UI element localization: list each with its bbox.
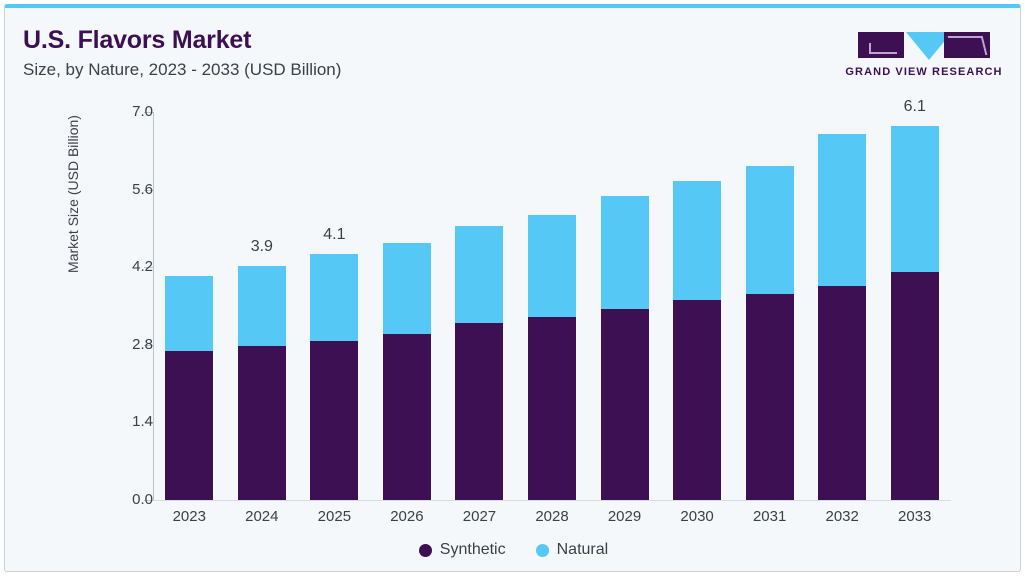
bar-segment-natural[interactable] — [237, 265, 286, 346]
x-tick-label: 2027 — [462, 508, 497, 525]
y-axis-line — [153, 112, 154, 500]
x-axis-line — [153, 500, 951, 501]
y-tick-label: 4.2 — [132, 258, 153, 276]
chart-header: U.S. Flavors Market Size, by Nature, 202… — [5, 8, 1020, 96]
y-tick-label: 2.8 — [132, 335, 153, 353]
gvr-logo-icon: GRAND VIEW RESEARCH — [844, 28, 1004, 84]
bar-segment-synthetic[interactable] — [237, 345, 286, 500]
bar-stack[interactable] — [673, 181, 722, 500]
page-subtitle: Size, by Nature, 2023 - 2033 (USD Billio… — [23, 60, 342, 79]
x-tick-label: 2030 — [680, 508, 714, 525]
bar-stack[interactable] — [745, 165, 794, 500]
y-tick-mark — [144, 344, 153, 346]
bar-stack[interactable] — [890, 126, 939, 500]
y-tick-mark — [144, 267, 153, 269]
bar-segment-natural[interactable] — [165, 275, 214, 351]
bar-stack[interactable] — [818, 134, 867, 500]
bar-stack[interactable] — [165, 275, 214, 500]
chart-card: U.S. Flavors Market Size, by Nature, 202… — [4, 4, 1021, 572]
chart-plot-area: Market Size (USD Billion) 0.0 1.4 2.8 4.2 5.… — [5, 8, 1020, 571]
logo-wordmark: GRAND VIEW RESEARCH — [845, 66, 1003, 78]
bar-segment-synthetic[interactable] — [890, 271, 939, 500]
bars-container: 3.9 4.1 6.1 — [153, 98, 951, 500]
legend-label: Synthetic — [439, 541, 506, 558]
bar-segment-synthetic[interactable] — [528, 316, 576, 500]
x-tick-label: 2026 — [390, 508, 424, 525]
bar-segment-natural[interactable] — [310, 254, 359, 341]
circle-marker-icon — [418, 543, 432, 557]
legend-item[interactable]: Synthetic — [418, 541, 506, 559]
logo-left-block-icon — [858, 32, 904, 58]
bar-stack[interactable] — [528, 214, 576, 500]
bar-stack[interactable] — [310, 254, 359, 500]
x-tick-label: 2023 — [172, 508, 206, 525]
x-tick-label: 2024 — [245, 508, 279, 525]
bar-segment-natural[interactable] — [455, 225, 504, 323]
x-tick-label: 2033 — [898, 508, 932, 525]
bar-value-label: 4.1 — [323, 226, 346, 244]
bar-segment-natural[interactable] — [673, 181, 722, 301]
bar-segment-synthetic[interactable] — [745, 293, 794, 500]
y-tick-mark — [144, 422, 153, 424]
y-tick-mark — [144, 112, 153, 113]
logo-marks — [844, 28, 1004, 60]
page-title: U.S. Flavors Market — [23, 26, 252, 54]
bar-segment-natural[interactable] — [528, 214, 576, 317]
x-tick-label: 2028 — [535, 508, 569, 525]
bar-segment-natural[interactable] — [382, 243, 431, 335]
y-tick-mark — [144, 500, 153, 501]
x-tick-label: 2032 — [825, 508, 859, 525]
legend-label: Natural — [556, 541, 609, 558]
bar-stack[interactable] — [600, 196, 649, 500]
bar-stack[interactable] — [237, 265, 286, 500]
bar-value-label: 6.1 — [903, 98, 926, 116]
bar-segment-synthetic[interactable] — [382, 334, 431, 500]
bar-stack[interactable] — [455, 225, 504, 500]
bar-segment-synthetic[interactable] — [310, 340, 359, 500]
bar-segment-natural[interactable] — [600, 196, 649, 309]
y-tick-label: 5.6 — [132, 180, 153, 198]
x-tick-label: 2031 — [752, 508, 787, 525]
circle-marker-icon — [535, 543, 549, 557]
bar-segment-synthetic[interactable] — [600, 308, 649, 500]
x-tick-label: 2029 — [607, 508, 642, 525]
y-tick-label: 7.0 — [132, 103, 153, 120]
bar-stack[interactable] — [382, 243, 431, 500]
bar-segment-natural[interactable] — [890, 126, 939, 272]
x-tick-label: 2025 — [317, 508, 352, 525]
chart-legend: Synthetic Natural — [5, 541, 1020, 559]
bar-segment-synthetic[interactable] — [818, 286, 867, 500]
legend-item[interactable]: Natural — [535, 541, 609, 559]
bar-segment-natural[interactable] — [745, 165, 794, 294]
logo-right-block-icon — [944, 32, 990, 58]
bar-segment-synthetic[interactable] — [455, 322, 504, 500]
bar-segment-synthetic[interactable] — [165, 350, 214, 500]
bar-segment-natural[interactable] — [818, 134, 867, 287]
y-tick-mark — [144, 189, 153, 191]
y-tick-label: 1.4 — [132, 413, 153, 431]
bar-value-label: 3.9 — [250, 237, 273, 255]
y-tick-label: 0.0 — [132, 491, 153, 508]
bar-segment-synthetic[interactable] — [673, 300, 722, 500]
